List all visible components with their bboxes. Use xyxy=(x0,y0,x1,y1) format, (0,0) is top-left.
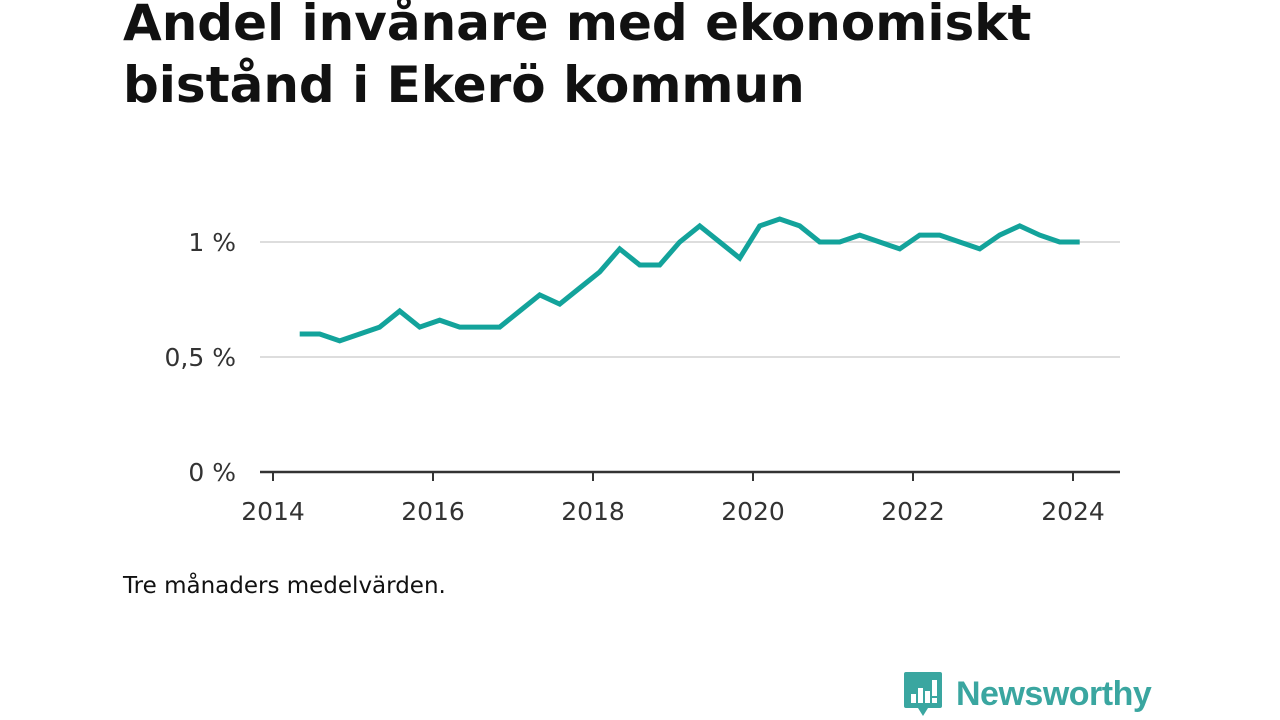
x-tick-label: 2016 xyxy=(401,497,465,526)
newsworthy-logo-icon xyxy=(904,672,942,716)
x-tick-label: 2018 xyxy=(561,497,625,526)
x-axis xyxy=(260,470,1120,481)
y-axis-labels: 0 % 0,5 % 1 % xyxy=(165,228,236,487)
grid-lines xyxy=(260,241,1120,358)
series-group xyxy=(299,216,1080,344)
x-tick-label: 2020 xyxy=(721,497,785,526)
y-tick-label: 0 % xyxy=(188,458,236,487)
x-tick-label: 2024 xyxy=(1041,497,1105,526)
x-axis-labels: 2014 2016 2018 2020 2022 2024 xyxy=(241,497,1105,526)
y-tick-label: 1 % xyxy=(188,228,236,257)
chart-note: Tre månaders medelvärden. xyxy=(123,573,446,599)
brand-name: Newsworthy xyxy=(956,674,1152,713)
x-tick-label: 2014 xyxy=(241,497,305,526)
y-tick-label: 0,5 % xyxy=(165,343,236,372)
x-tick-label: 2022 xyxy=(881,497,945,526)
chart-title: Andel invånare med ekonomiskt bistånd i … xyxy=(123,0,1032,114)
brand-logo: Newsworthy xyxy=(902,670,1152,718)
series-line xyxy=(299,216,1080,344)
